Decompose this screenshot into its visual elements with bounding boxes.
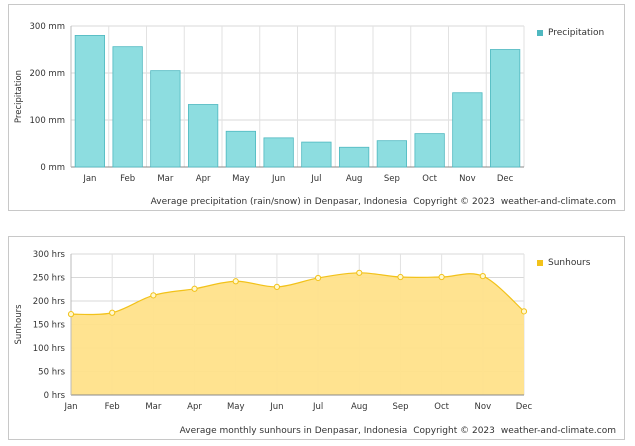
precipitation-legend-label: Precipitation: [548, 28, 605, 38]
y-tick-label: 0 mm: [40, 163, 65, 173]
precipitation-bar: [376, 140, 407, 168]
sunhours-point: [109, 309, 116, 316]
precipitation-bar: [112, 46, 143, 168]
x-tick-label: Apr: [196, 174, 211, 184]
y-tick-label: 50 hrs: [38, 368, 65, 378]
precipitation-bar: [490, 49, 521, 168]
sunhours-point: [191, 285, 198, 292]
x-tick-label: Aug: [351, 402, 368, 412]
x-tick-label: May: [232, 174, 250, 184]
x-tick-label: Jan: [82, 174, 96, 184]
y-tick-label: 100 hrs: [33, 344, 66, 354]
precipitation-caption: Average precipitation (rain/snow) in Den…: [145, 197, 616, 207]
sunhours-legend[interactable]: Sunhours: [537, 258, 590, 268]
precipitation-legend-swatch: [537, 30, 543, 36]
sunhours-point: [232, 278, 239, 285]
x-tick-label: Feb: [105, 402, 120, 412]
precipitation-bar: [414, 133, 445, 168]
x-tick-label: Sep: [384, 174, 400, 184]
x-tick-label: Apr: [187, 402, 202, 412]
sunhours-point: [438, 273, 445, 281]
y-axis-title: Sunhours: [14, 304, 24, 345]
x-tick-label: Mar: [145, 402, 162, 412]
x-tick-label: Nov: [459, 174, 476, 184]
x-tick-label: Sep: [392, 402, 408, 412]
precipitation-bar: [74, 34, 105, 168]
sunhours-caption: Average monthly sunhours in Denpasar, In…: [174, 426, 616, 436]
sunhours-site-link[interactable]: weather-and-climate.com: [500, 426, 616, 436]
sunhours-point: [356, 269, 363, 276]
x-tick-label: Jun: [269, 402, 283, 412]
x-tick-label: Nov: [475, 402, 492, 412]
precipitation-bar: [301, 141, 332, 168]
x-tick-label: Aug: [346, 174, 363, 184]
x-tick-label: Dec: [516, 402, 533, 412]
precipitation-bar: [339, 146, 370, 168]
precipitation-bar: [225, 130, 256, 168]
sunhours-copyright: Copyright © 2023: [413, 426, 495, 436]
precipitation-chart-panel: 0 mm 100 mm 200 mm 300 mm Jan Feb Mar Apr May Jun…: [8, 4, 625, 211]
precipitation-copyright: Copyright © 2023: [413, 197, 495, 207]
y-tick-label: 200 hrs: [33, 297, 66, 307]
sunhours-point: [479, 272, 486, 280]
x-tick-label: Dec: [497, 174, 514, 184]
y-tick-label: 200 mm: [30, 69, 66, 79]
y-tick-label: 300 mm: [30, 22, 66, 32]
sunhours-legend-label: Sunhours: [548, 258, 591, 268]
precipitation-chart: 0 mm 100 mm 200 mm 300 mm Jan Feb Mar Apr May Jun…: [14, 22, 525, 184]
sunhours-area: [71, 272, 524, 395]
sunhours-point: [397, 273, 404, 281]
x-tick-label: May: [227, 402, 245, 412]
sunhours-point: [520, 308, 528, 315]
y-tick-label: 250 hrs: [33, 274, 66, 284]
y-tick-label: 100 mm: [30, 116, 66, 126]
precipitation-bar: [150, 70, 181, 168]
sunhours-caption-text: Average monthly sunhours in Denpasar, In…: [179, 426, 408, 436]
x-tick-label: Jan: [63, 402, 77, 412]
sunhours-point: [67, 311, 75, 318]
precipitation-bar: [452, 92, 483, 168]
precipitation-bar: [188, 104, 219, 168]
sunhours-point: [150, 292, 157, 299]
x-tick-label: Mar: [157, 174, 174, 184]
x-tick-label: Oct: [422, 174, 437, 184]
sunhours-line: [70, 272, 525, 316]
precipitation-bar: [263, 137, 294, 168]
precipitation-site-link[interactable]: weather-and-climate.com: [500, 197, 616, 207]
x-tick-label: Jun: [271, 174, 285, 184]
y-axis-title: Precipitation: [14, 70, 24, 123]
sunhours-chart: 0 hrs 50 hrs 100 hrs 150 hrs 200 hrs 250 hrs 3…: [14, 250, 533, 412]
sunhours-chart-panel: 0 hrs 50 hrs 100 hrs 150 hrs 200 hrs 250 hrs 3…: [8, 236, 625, 440]
y-tick-label: 0 hrs: [44, 391, 66, 401]
sunhours-legend-swatch: [537, 260, 543, 266]
x-tick-label: Jul: [310, 174, 321, 184]
sunhours-point: [273, 283, 281, 291]
precipitation-caption-text: Average precipitation (rain/snow) in Den…: [150, 197, 408, 207]
sunhours-point: [314, 274, 322, 282]
precipitation-legend[interactable]: Precipitation: [537, 28, 604, 38]
y-tick-label: 150 hrs: [33, 321, 66, 331]
x-tick-label: Feb: [120, 174, 135, 184]
x-tick-label: Oct: [434, 402, 449, 412]
x-tick-label: Jul: [312, 402, 323, 412]
y-tick-label: 300 hrs: [33, 250, 66, 260]
